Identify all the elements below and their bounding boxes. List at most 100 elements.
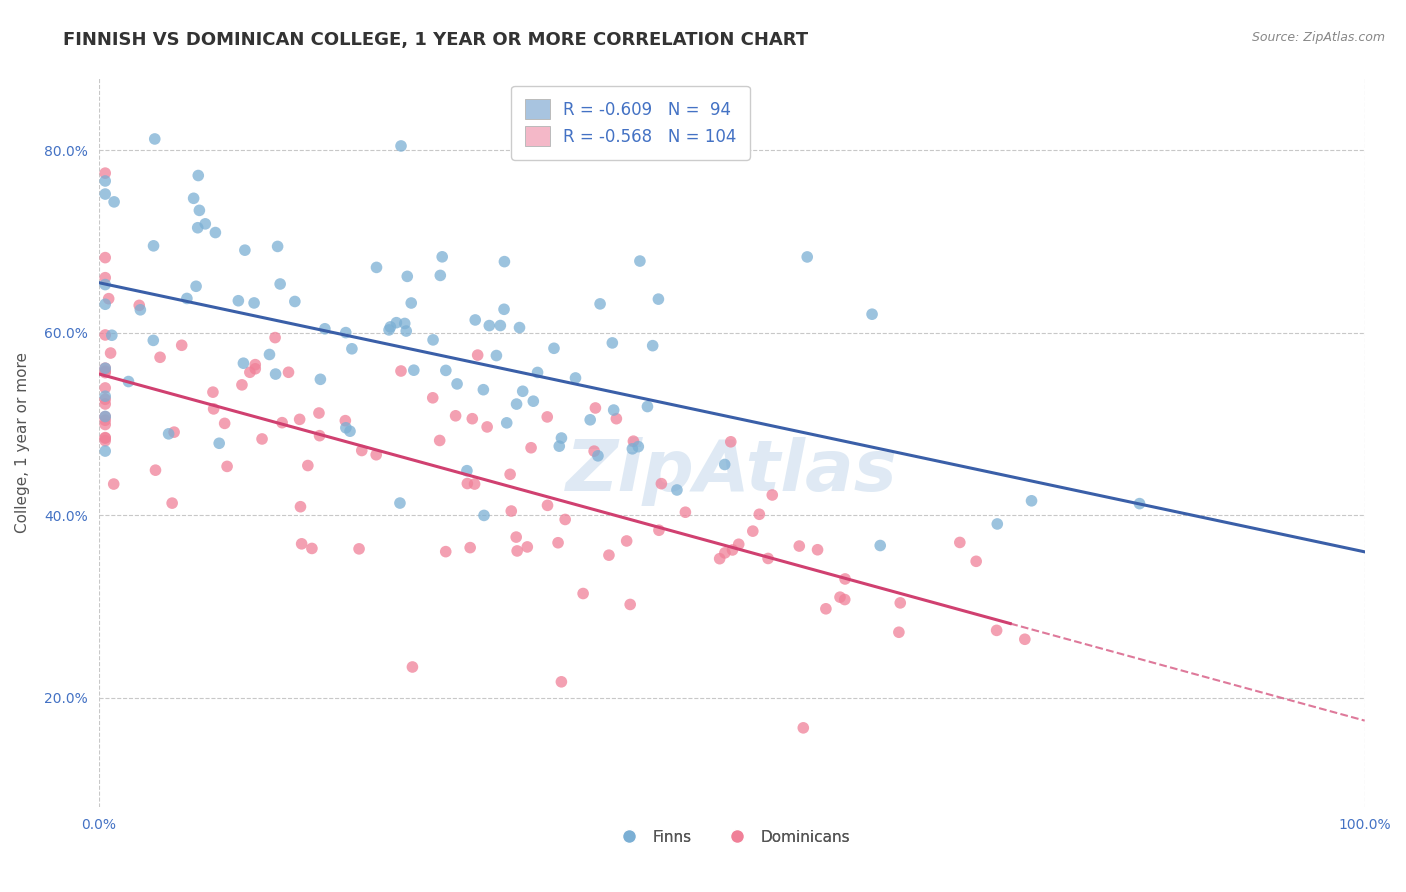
Point — [94, 397, 117, 411]
Point — [94, 174, 117, 188]
Point — [250, 432, 273, 446]
Point — [579, 413, 602, 427]
Point — [444, 409, 467, 423]
Point — [494, 254, 516, 268]
Point — [380, 319, 402, 334]
Point — [143, 132, 166, 146]
Point — [472, 508, 495, 523]
Point — [395, 324, 418, 338]
Point — [889, 596, 911, 610]
Point — [714, 546, 737, 560]
Point — [335, 414, 357, 428]
Point — [271, 416, 294, 430]
Point — [475, 420, 498, 434]
Point — [792, 721, 814, 735]
Point — [727, 537, 749, 551]
Point — [647, 292, 669, 306]
Point — [619, 598, 641, 612]
Point — [965, 554, 987, 568]
Point — [446, 376, 468, 391]
Point — [650, 476, 672, 491]
Point — [339, 424, 361, 438]
Point — [1128, 497, 1150, 511]
Point — [422, 333, 444, 347]
Point — [103, 194, 125, 209]
Point — [335, 421, 357, 435]
Point — [492, 302, 515, 317]
Point — [94, 166, 117, 180]
Point — [485, 349, 508, 363]
Point — [467, 348, 489, 362]
Point — [434, 544, 457, 558]
Point — [986, 516, 1008, 531]
Point — [94, 364, 117, 378]
Point — [284, 294, 307, 309]
Point — [94, 413, 117, 427]
Point — [245, 358, 267, 372]
Point — [869, 539, 891, 553]
Point — [748, 508, 770, 522]
Point — [94, 431, 117, 445]
Point — [142, 239, 165, 253]
Point — [340, 342, 363, 356]
Point — [94, 361, 117, 376]
Point — [806, 542, 828, 557]
Point — [288, 412, 311, 426]
Point — [309, 372, 332, 386]
Point — [184, 279, 207, 293]
Point — [501, 504, 523, 518]
Point — [94, 187, 117, 202]
Point — [458, 541, 481, 555]
Point — [94, 270, 117, 285]
Point — [301, 541, 323, 556]
Point — [665, 483, 688, 497]
Point — [401, 660, 423, 674]
Point — [536, 409, 558, 424]
Point — [264, 367, 287, 381]
Point — [522, 394, 544, 409]
Point — [94, 417, 117, 432]
Point — [721, 543, 744, 558]
Point — [605, 411, 627, 425]
Point — [720, 434, 742, 449]
Point — [589, 297, 612, 311]
Y-axis label: College, 1 year or more: College, 1 year or more — [15, 351, 30, 533]
Point — [472, 383, 495, 397]
Point — [429, 268, 451, 283]
Point — [860, 307, 883, 321]
Point — [583, 444, 606, 458]
Point — [583, 401, 606, 415]
Point — [621, 442, 644, 456]
Point — [505, 530, 527, 544]
Point — [208, 436, 231, 450]
Point — [516, 540, 538, 554]
Point — [94, 434, 117, 448]
Point — [616, 533, 638, 548]
Point — [264, 330, 287, 344]
Point — [709, 551, 731, 566]
Point — [572, 586, 595, 600]
Point — [623, 434, 645, 449]
Point — [117, 375, 139, 389]
Point — [94, 409, 117, 424]
Point — [506, 544, 529, 558]
Point — [464, 313, 486, 327]
Point — [314, 322, 336, 336]
Point — [986, 624, 1008, 638]
Point — [464, 477, 486, 491]
Point — [308, 428, 330, 442]
Point — [149, 351, 172, 365]
Point — [94, 361, 117, 376]
Point — [266, 239, 288, 253]
Point — [157, 426, 180, 441]
Point — [94, 431, 117, 445]
Point — [520, 441, 543, 455]
Point — [194, 217, 217, 231]
Point — [396, 269, 419, 284]
Point — [402, 363, 425, 377]
Point — [389, 364, 412, 378]
Point — [505, 397, 527, 411]
Text: FINNISH VS DOMINICAN COLLEGE, 1 YEAR OR MORE CORRELATION CHART: FINNISH VS DOMINICAN COLLEGE, 1 YEAR OR … — [63, 31, 808, 49]
Point — [239, 365, 262, 379]
Point — [512, 384, 534, 399]
